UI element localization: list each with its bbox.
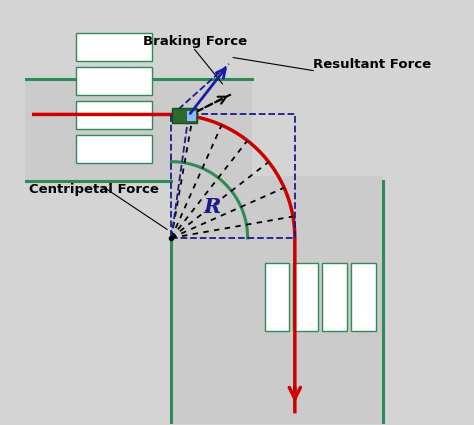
Bar: [264, 264, 289, 331]
Bar: [351, 264, 375, 331]
Bar: [186, 110, 196, 121]
Bar: [171, 114, 295, 238]
Text: R: R: [203, 196, 220, 216]
Bar: [76, 33, 152, 61]
Bar: [76, 101, 152, 129]
Text: Braking Force: Braking Force: [143, 35, 246, 48]
Polygon shape: [171, 162, 247, 238]
Polygon shape: [25, 79, 252, 181]
Bar: [173, 108, 197, 123]
Bar: [293, 264, 318, 331]
Bar: [322, 264, 346, 331]
Text: Resultant Force: Resultant Force: [313, 59, 431, 71]
Bar: [76, 67, 152, 95]
Bar: [76, 135, 152, 162]
Text: Centripetal Force: Centripetal Force: [29, 184, 159, 196]
Polygon shape: [171, 176, 383, 424]
